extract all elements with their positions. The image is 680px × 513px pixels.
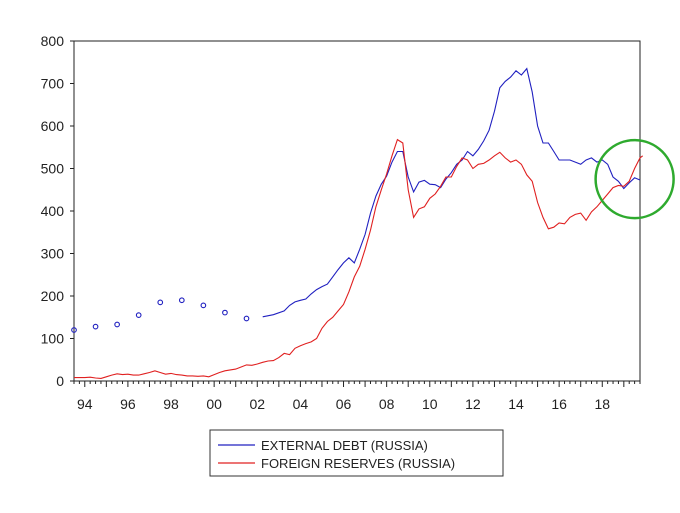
legend-box <box>209 429 504 477</box>
x-tick-label: 96 <box>120 396 136 412</box>
x-tick-label: 98 <box>163 396 179 412</box>
y-tick-label: 0 <box>56 373 64 389</box>
y-tick-label: 200 <box>41 288 65 304</box>
x-tick-label: 94 <box>77 396 93 412</box>
x-tick-label: 12 <box>465 396 481 412</box>
y-tick-label: 300 <box>41 246 65 262</box>
y-tick-label: 500 <box>41 161 65 177</box>
series-0-marker <box>222 309 228 316</box>
y-tick-label: 800 <box>41 33 65 49</box>
y-tick-label: 600 <box>41 118 65 134</box>
annotation-layer <box>594 138 675 220</box>
series-1-line <box>74 138 644 379</box>
y-axis: 0 100 200 300 400 500 600 700 800 <box>41 33 74 389</box>
x-tick-label: 08 <box>379 396 395 412</box>
y-tick-label: 400 <box>41 203 65 219</box>
series-0-marker <box>243 315 250 322</box>
legend-label-foreign-reserves: FOREIGN RESERVES (RUSSIA) <box>261 456 455 471</box>
series-0-marker <box>178 297 185 304</box>
x-axis: 94 96 98 00 02 04 06 08 10 12 14 16 18 <box>73 381 641 412</box>
x-tick-label: 10 <box>422 396 438 412</box>
series-0-marker <box>71 327 77 333</box>
x-tick-label: 14 <box>508 396 524 412</box>
x-tick-label: 00 <box>206 396 222 412</box>
series-0-line <box>262 67 641 318</box>
x-tick-label: 16 <box>551 396 567 412</box>
series-layer <box>71 67 644 379</box>
series-0-marker <box>114 321 120 328</box>
plot-frame <box>73 40 641 382</box>
x-tick-label: 18 <box>594 396 610 412</box>
x-tick-label: 04 <box>293 396 309 412</box>
legend-label-external-debt: EXTERNAL DEBT (RUSSIA) <box>261 438 428 453</box>
x-tick-label: 06 <box>336 396 352 412</box>
highlight-circle <box>594 138 675 220</box>
x-tick-label: 02 <box>249 396 265 412</box>
legend: EXTERNAL DEBT (RUSSIA) FOREIGN RESERVES … <box>209 429 504 477</box>
series-0-marker <box>200 302 207 309</box>
y-tick-label: 700 <box>41 76 65 92</box>
series-0-marker <box>157 299 164 306</box>
y-tick-label: 100 <box>41 331 65 347</box>
series-0-marker <box>135 312 142 318</box>
series-0-marker <box>92 323 99 330</box>
